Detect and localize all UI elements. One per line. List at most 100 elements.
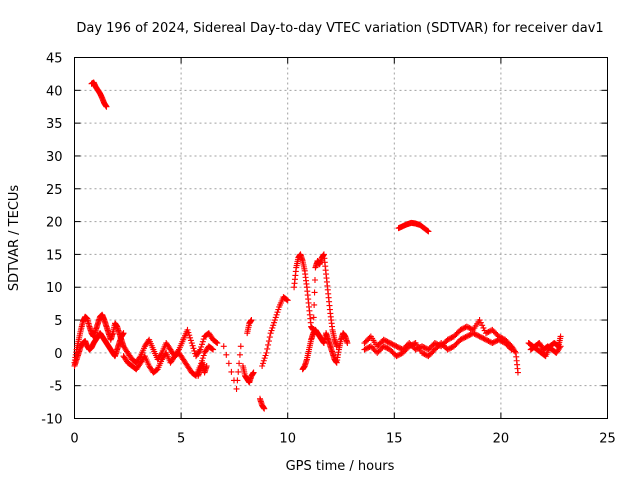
data-point (419, 349, 426, 356)
data-point (481, 336, 488, 343)
x-tick-label: 5 (177, 432, 185, 447)
data-point (467, 325, 474, 332)
data-point (371, 347, 378, 354)
data-point (186, 332, 193, 339)
data-point (419, 343, 426, 350)
data-point (381, 343, 388, 350)
data-point (506, 343, 513, 350)
data-point (431, 340, 438, 347)
data-point (220, 343, 227, 350)
data-point (362, 338, 369, 345)
data-point (275, 306, 282, 313)
data-point (458, 326, 465, 333)
data-point (429, 349, 436, 356)
data-point (406, 343, 413, 350)
data-point (236, 351, 243, 358)
data-point (426, 345, 433, 352)
data-point (450, 343, 457, 350)
data-point (511, 348, 518, 355)
data-point (490, 339, 497, 346)
data-point (198, 343, 205, 350)
data-point (498, 338, 505, 345)
data-point (499, 338, 506, 345)
y-tick-label: 40 (46, 84, 63, 99)
data-point (264, 345, 271, 352)
data-point (361, 346, 368, 353)
data-point (378, 339, 385, 346)
data-point (189, 342, 196, 349)
data-point (429, 342, 436, 349)
data-point (197, 346, 204, 353)
data-point (410, 341, 417, 348)
y-tick-label: 10 (46, 281, 63, 296)
data-point (439, 341, 446, 348)
data-point (213, 339, 220, 346)
data-point (266, 334, 273, 341)
data-point (485, 328, 492, 335)
data-point (311, 289, 318, 296)
data-point (369, 344, 376, 351)
data-point (412, 346, 419, 353)
data-point (273, 311, 280, 318)
data-point (260, 357, 267, 364)
data-point (465, 332, 472, 339)
data-point (259, 362, 266, 369)
data-point (426, 351, 433, 358)
data-point (477, 334, 484, 341)
data-point (508, 346, 515, 353)
data-point (234, 377, 241, 384)
data-point (454, 339, 461, 346)
data-point (367, 343, 374, 350)
data-point (424, 352, 431, 359)
data-point (274, 309, 281, 316)
data-point (268, 327, 275, 334)
data-point (434, 343, 441, 350)
data-point (457, 326, 464, 333)
data-point (388, 340, 395, 347)
data-point (389, 341, 396, 348)
data-point (484, 329, 491, 336)
data-point (394, 343, 401, 350)
data-point (225, 360, 232, 367)
data-point (383, 344, 390, 351)
data-point (461, 324, 468, 331)
data-point (431, 346, 438, 353)
data-point (200, 336, 207, 343)
y-tick-label: 20 (46, 216, 63, 231)
data-point (444, 346, 451, 353)
data-point (471, 330, 478, 337)
data-point (556, 344, 563, 351)
data-point (489, 326, 496, 333)
data-point (459, 335, 466, 342)
x-tick-label: 25 (599, 432, 616, 447)
data-point (261, 405, 268, 412)
data-point (462, 334, 469, 341)
data-point (259, 360, 266, 367)
data-point (283, 296, 290, 303)
data-point (447, 345, 454, 352)
data-point (399, 349, 406, 356)
data-point (480, 335, 487, 342)
data-point (384, 345, 391, 352)
y-tick-label: 25 (46, 183, 63, 198)
data-points (71, 79, 564, 412)
data-point (365, 336, 372, 343)
data-point (435, 342, 442, 349)
x-tick-label: 0 (70, 432, 78, 447)
data-point (184, 326, 191, 333)
data-point (402, 347, 409, 354)
data-point (265, 338, 272, 345)
data-point (333, 343, 340, 350)
data-point (479, 334, 486, 341)
data-point (425, 228, 432, 235)
data-point (493, 338, 500, 345)
x-tick-label: 20 (493, 432, 510, 447)
data-point (479, 322, 486, 329)
data-point (362, 345, 369, 352)
data-point (190, 345, 197, 352)
data-point (210, 346, 217, 353)
data-point (272, 314, 279, 321)
data-point (461, 334, 468, 341)
data-point (364, 345, 371, 352)
